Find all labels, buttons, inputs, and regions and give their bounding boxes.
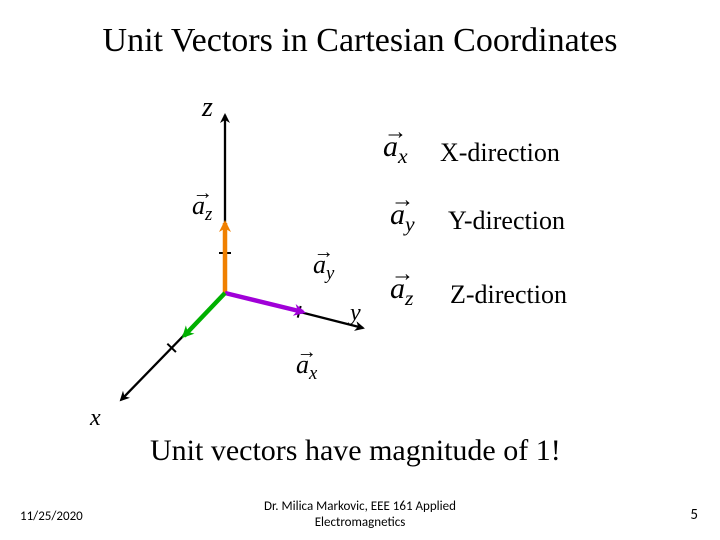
footer-line1: Dr. Milica Markovic, EEE 161 Applied (264, 499, 456, 514)
legend-label-x: X-direction (440, 138, 560, 168)
magnitude-statement: Unit vectors have magnitude of 1! (150, 434, 561, 468)
unit-vector-label-x: →ax (296, 350, 317, 385)
legend-vector-x: →ax (383, 130, 408, 169)
axis-label-y: y (350, 300, 361, 327)
legend-vector-y: →ay (390, 198, 415, 237)
footer-line2: Electromagnetics (315, 515, 406, 530)
legend-vector-z: →az (390, 272, 413, 311)
unit-vector-label-z: →az (192, 191, 212, 226)
page-title: Unit Vectors in Cartesian Coordinates (0, 22, 720, 60)
footer-credit: Dr. Milica Markovic, EEE 161 Applied Ele… (0, 499, 720, 530)
page-number: 5 (690, 506, 698, 524)
axis-label-x: x (90, 405, 101, 432)
legend-label-z: Z-direction (450, 280, 567, 310)
axis-label-z: z (202, 92, 213, 124)
legend-label-y: Y-direction (448, 206, 565, 236)
unit-vector-label-y: →ay (313, 250, 334, 285)
